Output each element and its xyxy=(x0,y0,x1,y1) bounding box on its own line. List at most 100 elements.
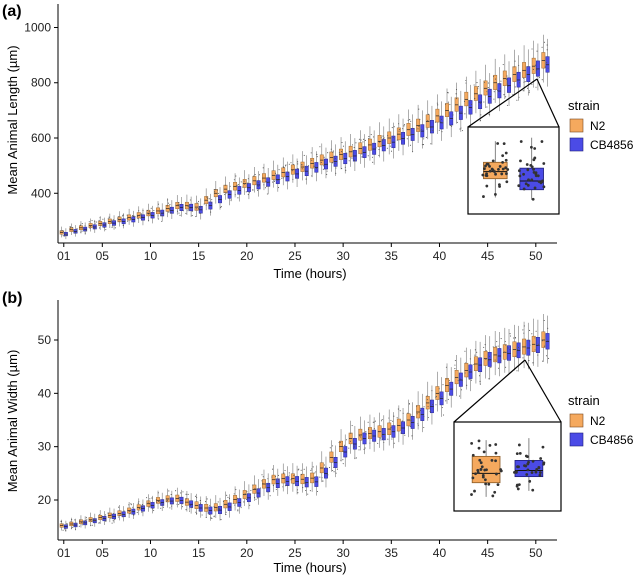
data-point xyxy=(547,327,549,329)
inset-point xyxy=(477,439,481,443)
data-point xyxy=(419,409,421,412)
data-point xyxy=(195,208,197,210)
data-point xyxy=(93,518,95,520)
data-point xyxy=(384,433,386,435)
data-point xyxy=(233,493,235,495)
data-point xyxy=(507,347,509,349)
data-point xyxy=(458,395,461,397)
data-point xyxy=(209,504,211,506)
data-point xyxy=(243,180,245,182)
data-point xyxy=(465,362,467,364)
data-point xyxy=(370,133,372,136)
data-point xyxy=(444,103,447,105)
data-point xyxy=(426,399,428,401)
data-point xyxy=(536,69,538,71)
data-point xyxy=(178,212,180,214)
data-point xyxy=(434,121,436,123)
data-point xyxy=(108,216,110,218)
data-point xyxy=(91,520,93,522)
data-point xyxy=(217,192,220,194)
inset-point xyxy=(515,484,519,488)
data-point xyxy=(544,66,546,68)
data-point xyxy=(81,524,83,526)
data-point xyxy=(402,412,404,414)
data-point xyxy=(237,197,239,199)
inset-point xyxy=(478,458,482,462)
y-axis-title-a: Mean Animal Length (µm) xyxy=(5,45,20,194)
data-point xyxy=(148,506,150,508)
data-point xyxy=(488,360,490,362)
y-tick-label: 30 xyxy=(38,440,52,454)
data-point xyxy=(161,220,163,222)
data-point xyxy=(187,493,189,496)
data-point xyxy=(449,384,451,386)
data-point xyxy=(103,227,105,229)
data-point xyxy=(456,121,458,123)
inset-point xyxy=(537,180,541,184)
data-point xyxy=(456,98,458,100)
data-point xyxy=(360,436,362,438)
data-point xyxy=(513,66,515,68)
inset-point xyxy=(504,166,508,170)
inset-point xyxy=(490,459,494,462)
data-point xyxy=(479,383,482,385)
data-point xyxy=(268,177,271,179)
data-point xyxy=(438,388,440,390)
data-point xyxy=(522,329,524,331)
data-point xyxy=(514,60,516,62)
data-point xyxy=(168,490,170,492)
inset-point xyxy=(526,168,530,172)
data-point xyxy=(335,172,337,174)
data-point xyxy=(284,469,286,472)
data-point xyxy=(536,50,538,52)
data-point xyxy=(162,503,164,506)
inset-point xyxy=(473,489,476,493)
data-point xyxy=(514,336,516,339)
data-point xyxy=(298,468,300,470)
data-point xyxy=(130,504,132,506)
data-point xyxy=(454,364,456,366)
data-point xyxy=(178,496,180,498)
data-point xyxy=(419,119,421,121)
data-point xyxy=(470,379,472,381)
data-point xyxy=(465,79,467,82)
data-point xyxy=(460,111,462,113)
data-point xyxy=(105,229,107,231)
inset-connector xyxy=(453,359,526,423)
data-point xyxy=(398,128,400,131)
data-point xyxy=(321,477,323,479)
data-point xyxy=(198,510,200,512)
data-point xyxy=(526,87,529,89)
data-point xyxy=(98,219,100,222)
inset-point xyxy=(484,164,487,168)
data-point xyxy=(122,514,124,516)
data-point xyxy=(492,75,495,77)
data-point xyxy=(409,426,411,428)
data-point xyxy=(441,131,443,133)
data-point xyxy=(257,189,259,191)
inset-point xyxy=(537,465,541,469)
data-point xyxy=(137,218,139,220)
data-point xyxy=(351,157,353,159)
data-point xyxy=(105,520,107,522)
data-point xyxy=(430,143,432,145)
data-point xyxy=(368,136,370,138)
data-point xyxy=(496,89,499,91)
inset-point xyxy=(488,164,491,168)
data-point xyxy=(478,86,480,88)
data-point xyxy=(442,414,445,416)
data-point xyxy=(348,160,350,162)
data-point xyxy=(435,395,438,397)
data-point xyxy=(83,521,86,523)
data-point xyxy=(413,127,415,129)
data-point xyxy=(60,520,62,523)
data-point xyxy=(446,378,448,380)
data-point xyxy=(105,519,107,521)
data-point xyxy=(506,104,508,106)
data-point xyxy=(311,468,313,470)
data-point xyxy=(485,350,487,352)
data-point xyxy=(261,474,263,476)
data-point xyxy=(232,502,234,504)
data-point xyxy=(319,146,321,148)
data-point xyxy=(213,506,215,508)
